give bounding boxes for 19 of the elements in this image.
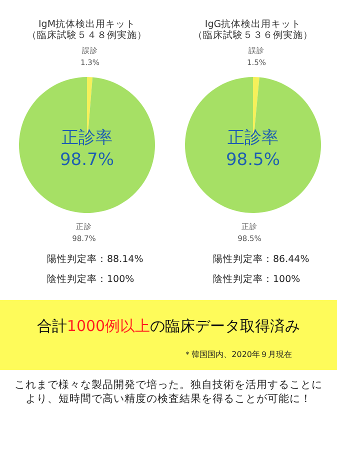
text: これまで様々な製品開発で培った。独自技術を活用することにより、短時間で高い精度の検査結果を得ることが可能に！ (14, 378, 322, 405)
chart-title: IgM抗体検出用キット (38, 18, 136, 30)
pie-slice (185, 77, 321, 213)
pie-slice (19, 77, 155, 213)
text: 陰性判定率：100% (213, 273, 300, 285)
text: 正診率 (228, 128, 278, 148)
text: 陰性判定率：100% (47, 273, 134, 285)
text: 陽性判定率：88.14% (47, 253, 144, 265)
chart-subtitle: （臨床試験５３６例実施） (193, 29, 313, 41)
text: 陽性判定率：86.44% (213, 253, 310, 265)
text: 正診率 (62, 128, 112, 148)
chart-title: IgG抗体検出用キット (204, 18, 302, 30)
text: 合計 (36, 317, 67, 335)
text: 98.7% (60, 150, 114, 170)
text: 98.5% (226, 150, 280, 170)
text: の臨床データ取得済み (150, 317, 300, 335)
text: 1000例以上 (66, 317, 150, 335)
chart-subtitle: （臨床試験５４８例実施） (27, 29, 147, 41)
text: ＊韓国国内、2020年９月現在 (184, 350, 292, 359)
